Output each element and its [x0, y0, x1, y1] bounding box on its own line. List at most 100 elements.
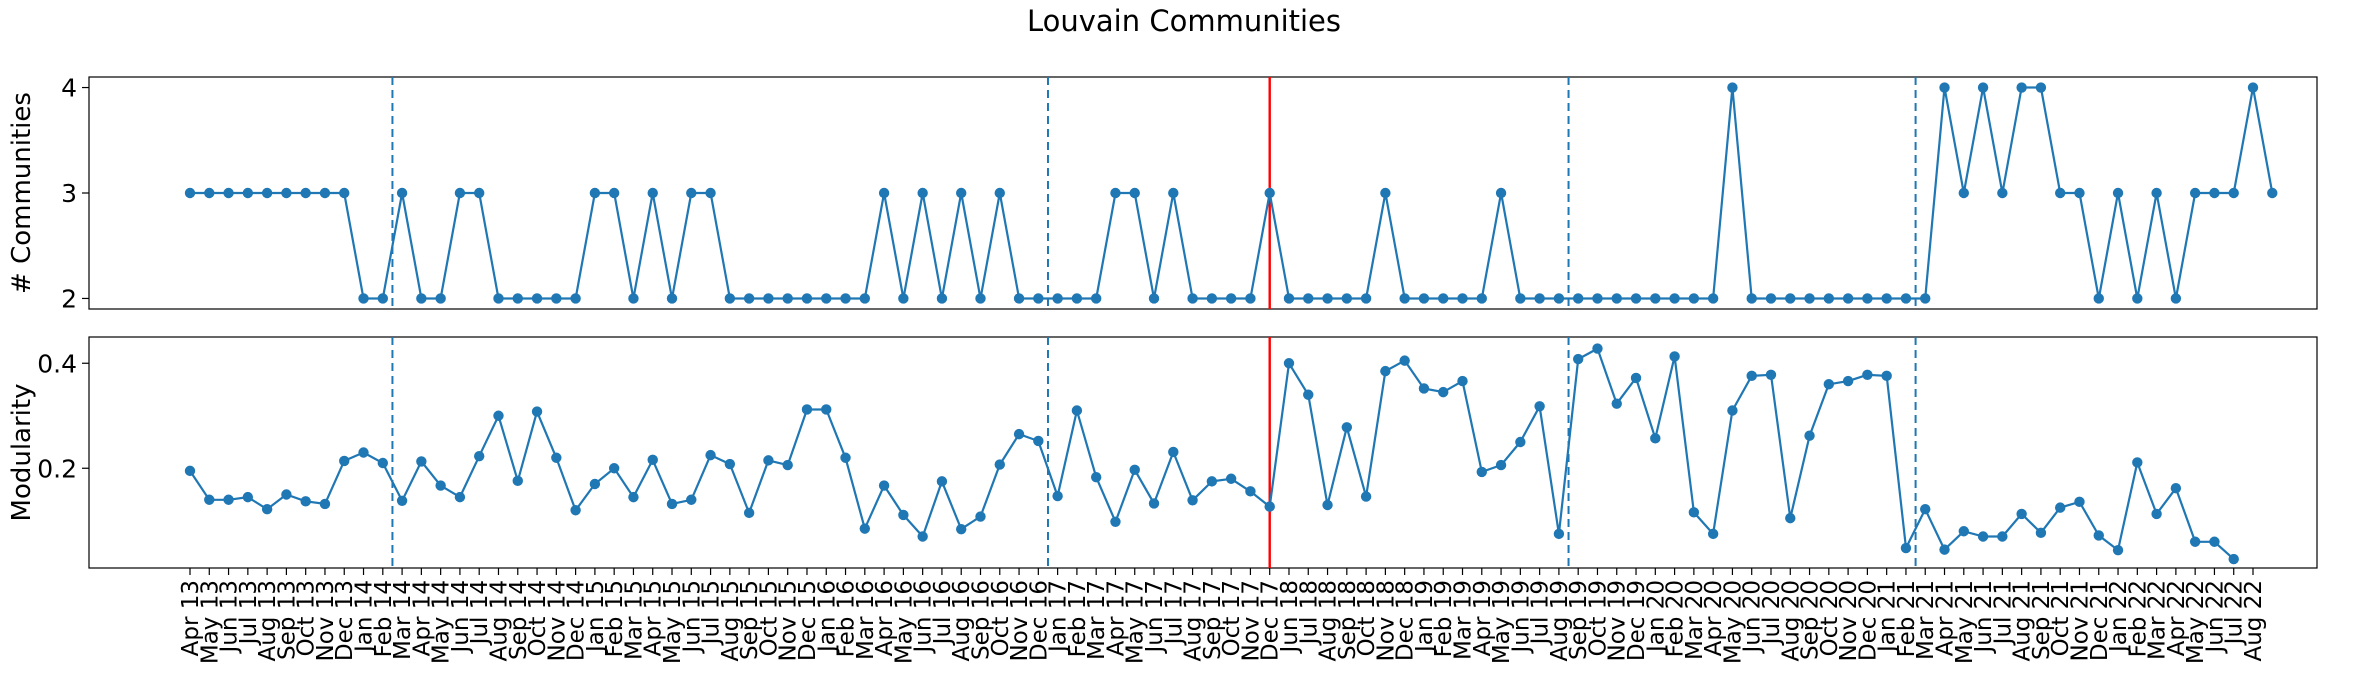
modularity-point: [1476, 466, 1487, 478]
modularity-point: [281, 489, 292, 500]
communities-point: [608, 187, 620, 199]
x-tick-label: Oct 15: [756, 580, 782, 656]
modularity-point: [1746, 370, 1757, 382]
communities-point: [1360, 293, 1372, 304]
modularity-point: [1380, 365, 1391, 377]
x-tick-label: Jun 14: [448, 580, 474, 655]
modularity-point: [493, 410, 504, 421]
modularity-point: [1727, 405, 1738, 416]
modularity-point: [1495, 459, 1507, 471]
modularity-point: [1283, 358, 1295, 369]
modularity-point: [821, 404, 832, 415]
modularity-point: [377, 457, 389, 469]
communities-point: [705, 187, 716, 199]
communities-point: [184, 187, 196, 199]
modularity-point: [917, 531, 928, 542]
modularity-point: [1399, 355, 1410, 366]
communities-point: [339, 187, 350, 199]
communities-point: [2189, 187, 2201, 199]
x-tick-label: Nov 13: [313, 580, 339, 661]
x-tick-label: Sep 19: [1566, 580, 1592, 660]
x-tick-label: Jul 15: [699, 580, 725, 646]
modularity-point: [1707, 528, 1719, 540]
communities-point: [1206, 293, 1218, 304]
modularity-point: [956, 523, 967, 535]
modularity-point: [1823, 379, 1835, 390]
x-tick-label: Feb 16: [834, 580, 860, 657]
x-tick-label: Mar 19: [1451, 580, 1477, 660]
modularity-point: [184, 465, 196, 477]
modularity-point: [647, 454, 658, 466]
x-tick-label: Dec 13: [332, 580, 358, 661]
communities-point: [917, 187, 928, 199]
x-tick-label: Dec 16: [1026, 580, 1052, 661]
communities-point: [859, 293, 871, 304]
communities-point: [1225, 293, 1237, 304]
communities-point: [319, 187, 331, 199]
x-tick-label: Jul 21: [1990, 580, 2016, 646]
x-tick-label: Mar 22: [2145, 580, 2171, 660]
x-tick-label: Sep 16: [969, 580, 995, 660]
x-tick-label: Feb 22: [2125, 580, 2151, 657]
communities-point: [1920, 293, 1931, 304]
x-tick-label: Dec 15: [795, 580, 821, 661]
communities-point: [1688, 293, 1700, 304]
x-tick-label: Sep 13: [274, 580, 300, 660]
modularity-point: [1553, 528, 1565, 540]
x-tick-label: Oct 21: [2048, 580, 2074, 656]
x-tick-label: Feb 15: [602, 580, 628, 657]
x-tick-label: Apr 14: [409, 580, 435, 656]
x-tick-label: Nov 15: [776, 580, 802, 661]
modularity-y-tick-label: 0.4: [37, 349, 77, 378]
communities-point: [454, 187, 466, 199]
modularity-point: [898, 509, 909, 521]
communities-point: [763, 293, 774, 304]
x-tick-label: Jul 22: [2222, 580, 2248, 646]
communities-point: [628, 293, 639, 304]
modularity-point: [531, 406, 543, 417]
x-tick-label: May 15: [660, 580, 686, 664]
x-tick-label: May 14: [429, 580, 455, 664]
modularity-point: [2151, 508, 2162, 520]
modularity-point: [1669, 351, 1680, 362]
x-tick-label: Apr 13: [178, 580, 204, 656]
modularity-point: [1920, 504, 1931, 515]
x-tick-label: Jul 14: [467, 580, 493, 646]
communities-point: [956, 187, 967, 199]
x-tick-label: Sep 20: [1798, 580, 1824, 660]
modularity-point: [1997, 531, 2008, 542]
x-tick-label: Nov 16: [1007, 580, 1033, 661]
modularity-point: [2209, 536, 2220, 547]
x-tick-label: Apr 16: [872, 580, 898, 656]
x-tick-label: Dec 19: [1624, 580, 1650, 661]
communities-point: [1900, 293, 1912, 304]
modularity-point: [1534, 401, 1545, 412]
communities-point: [2112, 187, 2124, 199]
x-tick-label: Sep 15: [737, 580, 763, 660]
communities-point: [936, 293, 948, 304]
figure-title: Louvain Communities: [1027, 4, 1341, 38]
x-tick-label: May 16: [891, 580, 917, 664]
modularity-point: [416, 456, 427, 467]
communities-point: [1765, 293, 1777, 304]
x-tick-label: Feb 20: [1663, 580, 1689, 657]
communities-point: [686, 187, 697, 199]
modularity-point: [763, 455, 774, 466]
modularity-point: [859, 523, 871, 534]
modularity-point: [1303, 389, 1314, 400]
x-tick-label: Sep 17: [1200, 580, 1226, 660]
x-tick-label: Mar 16: [853, 580, 879, 660]
communities-point: [1842, 293, 1854, 304]
x-tick-label: Jun 19: [1508, 580, 1534, 655]
x-tick-label: May 20: [1720, 580, 1746, 664]
communities-point: [1071, 293, 1083, 304]
x-tick-label: Apr 21: [1933, 580, 1959, 656]
modularity-point: [1842, 375, 1854, 387]
modularity-point: [1515, 436, 1526, 448]
x-tick-label: Jun 13: [217, 580, 243, 655]
communities-point: [1438, 293, 1449, 304]
x-tick-label: Feb 17: [1065, 580, 1091, 657]
modularity-y-tick-label: 0.2: [37, 454, 77, 483]
communities-point: [300, 187, 311, 199]
